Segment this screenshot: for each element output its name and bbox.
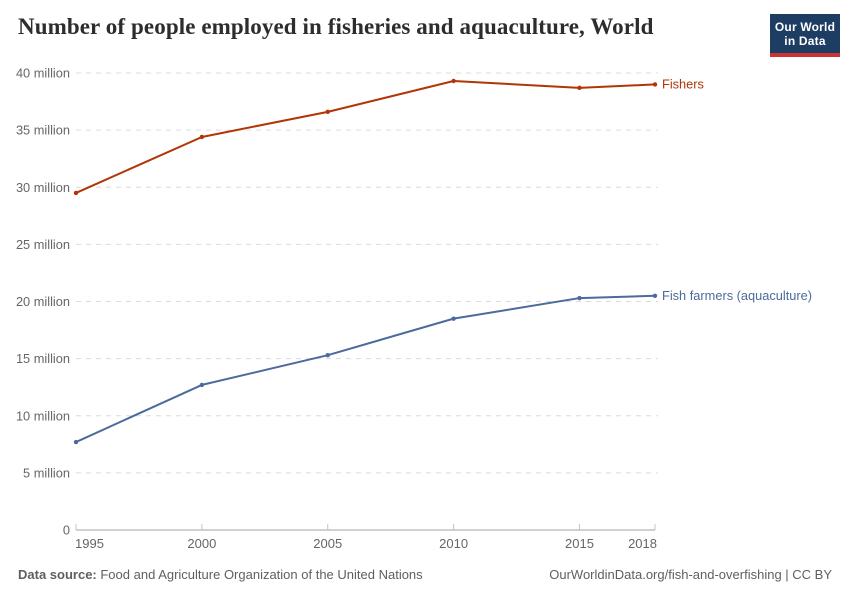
data-point-fishers-2015[interactable] — [577, 85, 582, 91]
data-source-label: Data source: — [18, 567, 97, 582]
y-tick-label-25: 25 million — [16, 237, 70, 252]
data-point-fishers-2010[interactable] — [451, 78, 456, 84]
series-label-fishers[interactable]: Fishers — [662, 77, 704, 92]
data-point-fish-farmers-aquaculture-2005[interactable] — [325, 352, 330, 358]
data-point-fish-farmers-aquaculture-2018[interactable] — [652, 293, 658, 298]
owid-logo-line1: Our World — [774, 20, 836, 34]
chart-footer: Data source: Food and Agriculture Organi… — [18, 567, 832, 582]
chart-title: Number of people employed in fisheries a… — [18, 14, 654, 39]
series-line-fishers[interactable] — [75, 79, 656, 194]
y-tick-label-30: 30 million — [16, 180, 70, 195]
x-tick-label-2015: 2015 — [565, 536, 594, 551]
data-point-fishers-2018[interactable] — [652, 82, 658, 87]
owid-logo[interactable]: Our World in Data — [770, 14, 840, 57]
data-point-fishers-2000[interactable] — [199, 134, 205, 140]
y-tick-label-35: 35 million — [16, 123, 70, 138]
series-label-fish-farmers-aquaculture[interactable]: Fish farmers (aquaculture) — [662, 288, 812, 303]
series-fish-farmers-aquaculture[interactable]: Fish farmers (aquaculture) — [73, 288, 812, 445]
owid-logo-line2: in Data — [784, 34, 826, 48]
data-point-fish-farmers-aquaculture-2000[interactable] — [199, 382, 205, 388]
x-tick-label-2000: 2000 — [187, 536, 216, 551]
data-point-fish-farmers-aquaculture-2015[interactable] — [577, 295, 582, 301]
data-source-note[interactable]: Data source: Food and Agriculture Organi… — [18, 567, 423, 582]
series-line-fish-farmers-aquaculture[interactable] — [75, 294, 656, 444]
data-point-fish-farmers-aquaculture-2010[interactable] — [451, 316, 456, 321]
data-point-fishers-2005[interactable] — [325, 109, 330, 115]
y-tick-label-10: 10 million — [16, 408, 70, 423]
y-tick-label-0: 0 — [63, 523, 70, 538]
owid-url-link[interactable]: OurWorldinData.org/fish-and-overfishing … — [549, 567, 832, 582]
series-fishers[interactable]: Fishers — [73, 77, 704, 196]
x-tick-label-2005: 2005 — [313, 536, 342, 551]
y-tick-label-15: 15 million — [16, 351, 70, 366]
y-tick-label-40: 40 million — [16, 66, 70, 81]
data-point-fishers-1995[interactable] — [73, 190, 79, 196]
y-tick-label-5: 5 million — [23, 465, 70, 480]
y-tick-label-20: 20 million — [16, 294, 70, 309]
x-tick-label-2010: 2010 — [439, 536, 468, 551]
data-source-text: Food and Agriculture Organization of the… — [96, 567, 423, 582]
x-tick-label-1995: 1995 — [75, 536, 104, 551]
x-tick-label-2018: 2018 — [628, 536, 657, 551]
data-point-fish-farmers-aquaculture-1995[interactable] — [73, 439, 79, 445]
